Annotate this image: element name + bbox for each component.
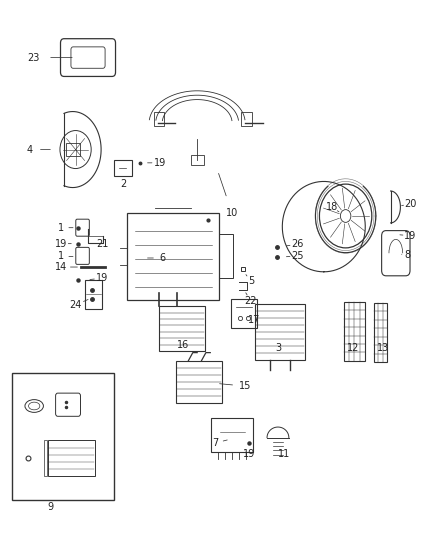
Bar xyxy=(219,235,233,278)
Bar xyxy=(177,361,222,403)
Text: 3: 3 xyxy=(276,343,282,353)
Bar xyxy=(114,160,132,176)
Bar xyxy=(231,298,258,328)
Bar xyxy=(191,155,204,165)
Text: 13: 13 xyxy=(377,343,389,353)
Bar xyxy=(159,306,205,351)
Text: 1: 1 xyxy=(58,252,64,261)
Text: 12: 12 xyxy=(347,343,360,353)
Text: 7: 7 xyxy=(212,438,219,448)
Bar xyxy=(12,373,114,500)
Text: 6: 6 xyxy=(159,253,165,263)
Text: 26: 26 xyxy=(291,239,304,249)
Text: 18: 18 xyxy=(325,202,338,212)
Text: 19: 19 xyxy=(55,239,67,248)
Text: 19: 19 xyxy=(243,449,255,458)
Text: 8: 8 xyxy=(405,251,411,260)
Text: 4: 4 xyxy=(26,144,32,155)
Text: 22: 22 xyxy=(244,296,257,306)
Text: 21: 21 xyxy=(96,239,109,248)
Bar xyxy=(47,440,95,476)
Text: 5: 5 xyxy=(248,277,254,286)
Bar xyxy=(374,303,387,362)
Text: 11: 11 xyxy=(278,449,290,458)
Bar xyxy=(255,304,305,360)
Text: 2: 2 xyxy=(120,179,126,189)
Text: 9: 9 xyxy=(48,502,54,512)
Text: 19: 19 xyxy=(96,273,109,283)
Text: 17: 17 xyxy=(248,314,260,325)
Text: 1: 1 xyxy=(58,223,64,233)
Bar xyxy=(344,302,365,361)
Bar xyxy=(241,112,252,126)
Text: 16: 16 xyxy=(177,340,189,350)
Bar xyxy=(44,440,46,476)
Text: 20: 20 xyxy=(404,199,417,209)
Bar xyxy=(85,279,102,309)
Text: 23: 23 xyxy=(27,53,39,62)
Text: 15: 15 xyxy=(239,381,251,391)
Text: 14: 14 xyxy=(55,262,67,272)
Text: 19: 19 xyxy=(404,231,417,241)
Bar xyxy=(66,143,80,157)
Bar xyxy=(212,418,253,453)
Text: 25: 25 xyxy=(291,251,304,261)
Bar xyxy=(153,112,164,126)
Bar xyxy=(127,213,219,300)
Text: 24: 24 xyxy=(70,300,82,310)
Text: 10: 10 xyxy=(226,208,238,219)
Text: 19: 19 xyxy=(154,158,166,168)
